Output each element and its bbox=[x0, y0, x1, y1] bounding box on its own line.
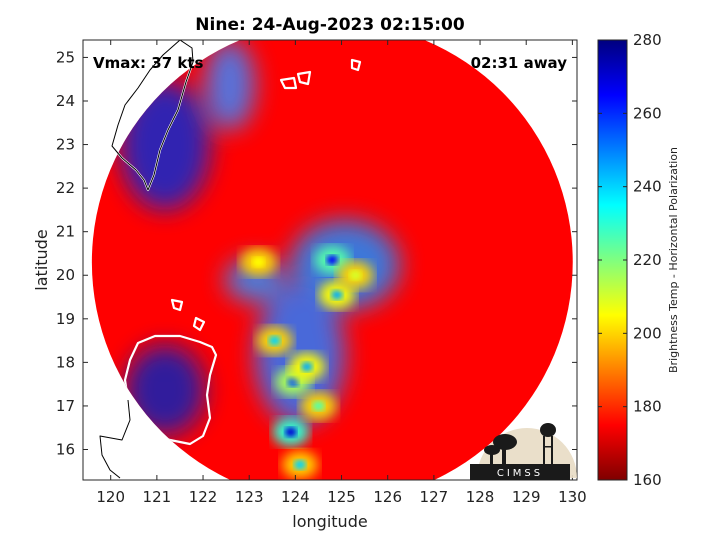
y-tick-label: 16 bbox=[56, 441, 75, 459]
colorbar-ticks: 160 180 200 220 240 260 280 bbox=[598, 31, 662, 489]
feature-2 bbox=[256, 326, 293, 355]
water-tower-icon bbox=[540, 423, 556, 464]
feature-core bbox=[268, 335, 281, 346]
y-tick-label: 25 bbox=[56, 48, 75, 66]
vmax-annotation: Vmax: 37 kts bbox=[93, 54, 203, 72]
coastline-island-5 bbox=[192, 316, 206, 332]
feature-core bbox=[293, 459, 306, 470]
y-axis-label: latitude bbox=[32, 229, 51, 290]
chart-title: Nine: 24-Aug-2023 02:15:00 bbox=[195, 15, 465, 35]
logo-text: CIMSS bbox=[497, 468, 543, 479]
x-tick-label: 121 bbox=[143, 488, 172, 506]
feature-core bbox=[287, 376, 300, 387]
feature-core bbox=[252, 257, 265, 268]
colorbar-tick-label: 280 bbox=[633, 31, 662, 49]
feature-8 bbox=[337, 261, 374, 290]
feature-core bbox=[330, 289, 343, 300]
satellite-dish-icon bbox=[484, 434, 517, 464]
feature-9 bbox=[240, 248, 277, 277]
y-tick-label: 18 bbox=[56, 353, 75, 371]
coastline-luzon-west-outline bbox=[99, 399, 131, 479]
feature-layer bbox=[240, 246, 374, 479]
x-tick-label: 129 bbox=[512, 488, 541, 506]
feature-core bbox=[312, 400, 325, 411]
coastline-island-3 bbox=[350, 58, 362, 72]
cimss-logo: CIMSS bbox=[470, 423, 577, 480]
y-axis: 16 17 18 19 20 21 22 23 24 25 bbox=[56, 48, 577, 459]
feature-core bbox=[326, 255, 339, 265]
colorbar-tick-label: 220 bbox=[633, 251, 662, 269]
plot-frame bbox=[82, 39, 578, 481]
y-tick-label: 21 bbox=[56, 223, 75, 241]
y-tick-label: 22 bbox=[56, 179, 75, 197]
swath-layer bbox=[91, 40, 573, 480]
y-tick-label: 17 bbox=[56, 397, 75, 415]
coastlines-outside bbox=[99, 40, 194, 479]
colorbar-tick-label: 160 bbox=[633, 471, 662, 489]
x-tick-label: 123 bbox=[235, 488, 264, 506]
x-axis: 120 121 122 123 124 125 126 127 128 129 130 bbox=[96, 40, 587, 506]
coastline-island-2 bbox=[296, 70, 312, 86]
colorbar bbox=[597, 39, 628, 481]
feature-core bbox=[300, 361, 313, 372]
time-away-annotation: 02:31 away bbox=[471, 54, 568, 72]
feature-core bbox=[284, 427, 297, 438]
coastline-island-4 bbox=[170, 298, 184, 312]
x-tick-label: 128 bbox=[466, 488, 495, 506]
feature-7 bbox=[300, 391, 337, 420]
coastline-taiwan-outline bbox=[111, 40, 194, 191]
x-tick-label: 120 bbox=[96, 488, 125, 506]
feature-6 bbox=[281, 450, 318, 479]
feature-5 bbox=[272, 418, 309, 447]
x-axis-label: longitude bbox=[292, 512, 367, 531]
coastline-island-1 bbox=[279, 76, 298, 90]
y-tick-label: 19 bbox=[56, 310, 75, 328]
feature-4 bbox=[288, 352, 325, 381]
feature-core bbox=[349, 270, 362, 281]
colorbar-tick-label: 200 bbox=[633, 324, 662, 342]
x-tick-label: 122 bbox=[189, 488, 218, 506]
colorbar-tick-label: 180 bbox=[633, 398, 662, 416]
x-tick-label: 125 bbox=[327, 488, 356, 506]
y-tick-label: 24 bbox=[56, 92, 75, 110]
feature-1 bbox=[318, 280, 355, 309]
y-tick-label: 23 bbox=[56, 136, 75, 154]
colorbar-tick-label: 260 bbox=[633, 104, 662, 122]
y-tick-label: 20 bbox=[56, 266, 75, 284]
x-tick-label: 127 bbox=[420, 488, 449, 506]
x-tick-label: 126 bbox=[373, 488, 402, 506]
x-tick-label: 130 bbox=[558, 488, 587, 506]
colorbar-tick-label: 240 bbox=[633, 178, 662, 196]
colorbar-label: Brightness Temp - Horizontal Polarizatio… bbox=[667, 147, 680, 373]
x-tick-label: 124 bbox=[281, 488, 310, 506]
